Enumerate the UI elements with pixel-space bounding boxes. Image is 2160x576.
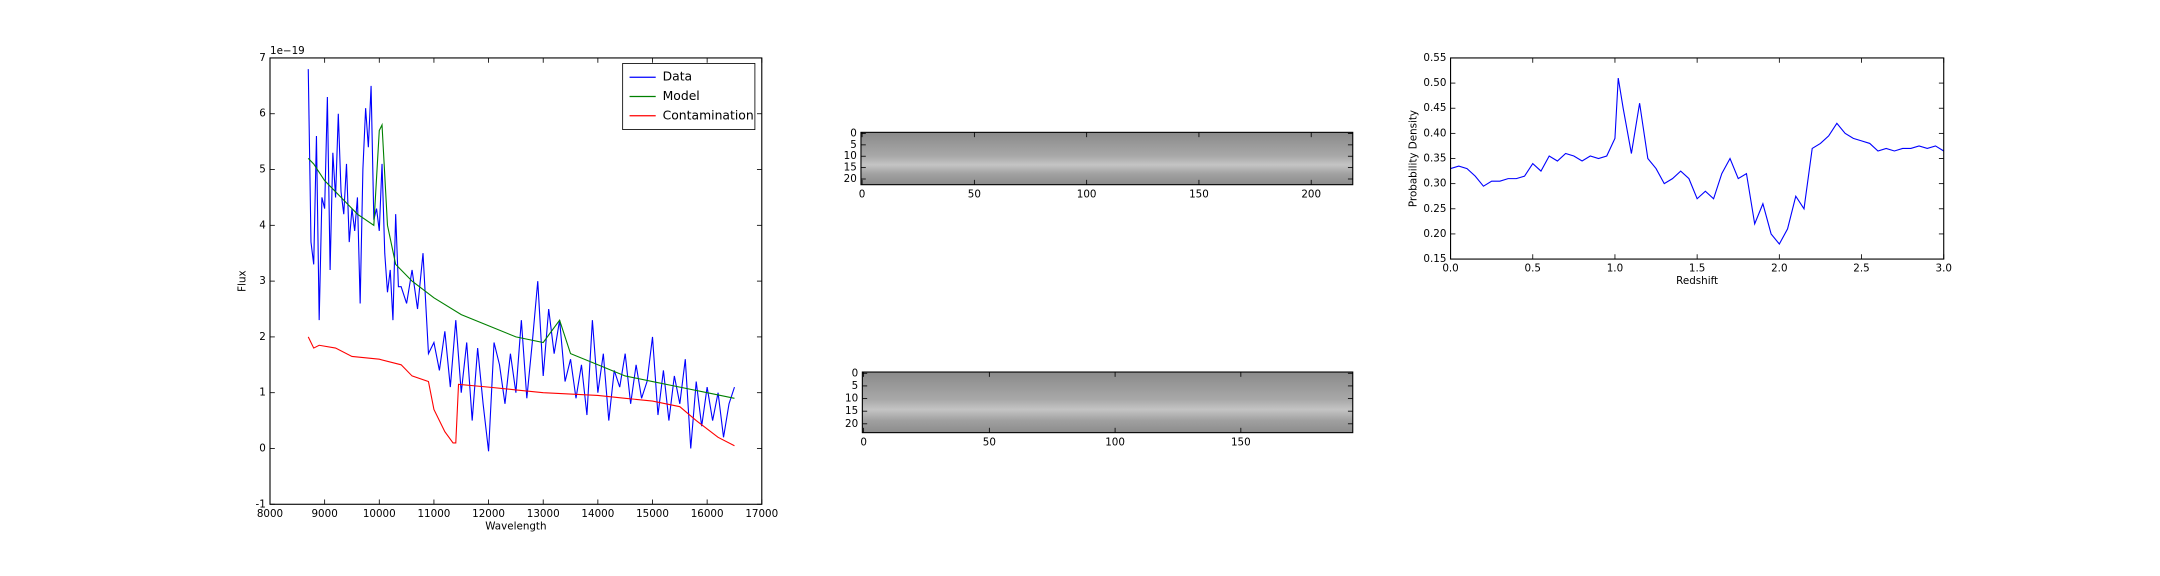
x-tick-label: 0: [860, 436, 867, 448]
y-tick-label: 20: [844, 173, 857, 185]
y-tick-label: 0.20: [1423, 228, 1446, 240]
x-tick-label: 2.5: [1853, 263, 1869, 275]
x-tick-label: 3.0: [1936, 263, 1952, 275]
y-tick-label: 0: [852, 367, 859, 379]
spectrum-image: [860, 132, 1353, 185]
legend-label: Model: [663, 88, 700, 103]
y-tick-label: 0.50: [1423, 77, 1446, 89]
offset-label: 1e−19: [270, 45, 305, 57]
x-axis-label: Wavelength: [485, 520, 546, 532]
x-tick-label: 150: [1231, 436, 1251, 448]
x-tick-label: 11000: [417, 508, 450, 520]
x-tick-label: 17000: [745, 508, 778, 520]
y-tick-label: 0.30: [1423, 178, 1446, 190]
y-tick-label: 0: [850, 127, 857, 139]
y-tick-label: 0.15: [1423, 253, 1446, 265]
y-tick-label: 0.45: [1423, 102, 1446, 114]
x-tick-label: 1.5: [1689, 263, 1705, 275]
x-tick-label: 9000: [311, 508, 337, 520]
y-axis-label: Flux: [236, 270, 248, 291]
x-tick-label: 150: [1189, 188, 1209, 200]
x-tick-label: 2.0: [1771, 263, 1787, 275]
x-tick-label: 10000: [363, 508, 396, 520]
data-line: [1450, 77, 1944, 245]
legend-label: Data: [663, 69, 693, 84]
y-tick-label: 0: [259, 442, 266, 454]
y-tick-label: -1: [256, 498, 266, 510]
y-tick-label: 7: [259, 52, 266, 64]
y-tick-label: 1: [259, 387, 266, 399]
y-axis-label: Probability Density: [1407, 110, 1419, 207]
y-tick-label: 2: [259, 331, 266, 343]
x-tick-label: 50: [968, 188, 981, 200]
y-tick-label: 15: [845, 405, 858, 417]
y-tick-label: 5: [852, 380, 859, 392]
x-tick-label: 100: [1077, 188, 1097, 200]
axes-frame: [1450, 57, 1945, 260]
y-tick-label: 0.40: [1423, 127, 1446, 139]
x-tick-label: 50: [983, 436, 996, 448]
y-tick-label: 10: [844, 150, 857, 162]
x-tick-label: 200: [1301, 188, 1321, 200]
y-tick-label: 15: [844, 162, 857, 174]
data-line: [307, 336, 735, 447]
x-axis-label: Redshift: [1676, 275, 1718, 287]
x-tick-label: 0.5: [1525, 263, 1541, 275]
spectrum-image: [862, 372, 1353, 433]
y-tick-label: 6: [259, 108, 266, 120]
y-tick-label: 20: [845, 418, 858, 430]
data-line: [307, 69, 735, 452]
data-line: [307, 122, 735, 399]
x-tick-label: 13000: [527, 508, 560, 520]
y-tick-label: 10: [845, 393, 858, 405]
x-tick-label: 1.0: [1607, 263, 1623, 275]
y-tick-label: 4: [259, 219, 266, 231]
x-tick-label: 16000: [691, 508, 724, 520]
x-tick-label: 15000: [636, 508, 669, 520]
x-tick-label: 12000: [472, 508, 505, 520]
axes-frame: [861, 371, 1354, 434]
y-tick-label: 5: [850, 139, 857, 151]
x-tick-label: 0: [859, 188, 866, 200]
x-tick-label: 100: [1105, 436, 1125, 448]
axes-frame: [860, 131, 1354, 186]
y-tick-label: 0.55: [1423, 52, 1446, 64]
y-tick-label: 3: [259, 275, 266, 287]
y-tick-label: 5: [259, 164, 266, 176]
y-tick-label: 0.35: [1423, 153, 1446, 165]
y-tick-label: 0.25: [1423, 203, 1446, 215]
x-tick-label: 8000: [257, 508, 283, 520]
x-tick-label: 14000: [581, 508, 614, 520]
legend-label: Contamination: [663, 107, 754, 122]
x-tick-label: 0.0: [1442, 263, 1458, 275]
